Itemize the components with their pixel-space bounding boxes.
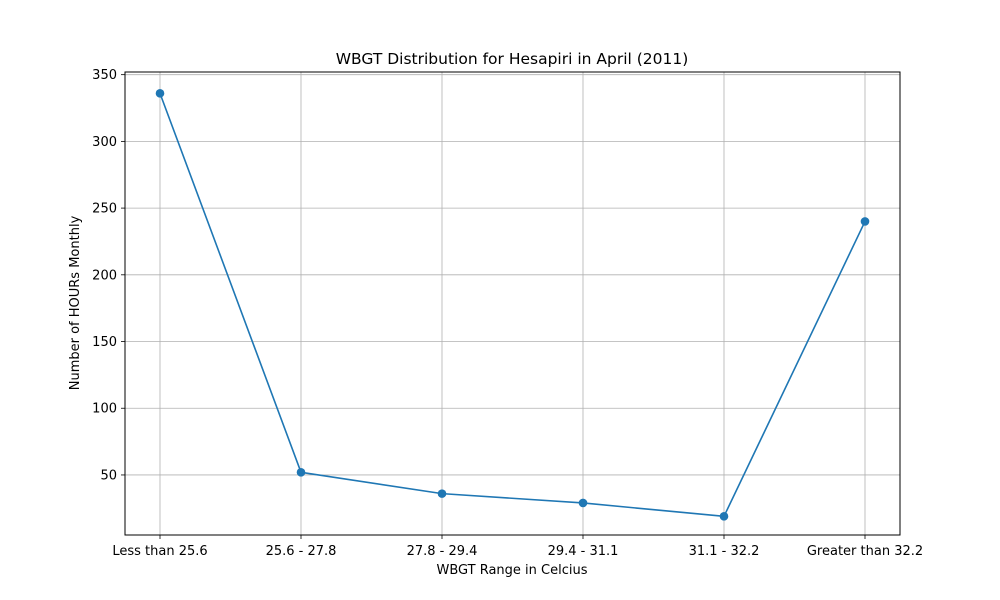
x-axis-title: WBGT Range in Celcius xyxy=(436,563,587,578)
data-point xyxy=(155,89,165,98)
data-point xyxy=(860,217,870,226)
x-tick-label: Less than 25.6 xyxy=(112,544,207,559)
axis-ticks: Less than 25.6 25.6 - 27.8 27.8 - 29.4 29.4… xyxy=(92,68,923,559)
y-axis-title: Number of HOURs Monthly xyxy=(68,215,83,390)
grid-lines xyxy=(125,72,900,535)
y-tick-label: 350 xyxy=(92,68,117,83)
chart-title: WBGT Distribution for Hesapiri in April … xyxy=(336,50,689,68)
data-point xyxy=(437,489,447,498)
data-point xyxy=(578,498,588,508)
y-tick-label: 50 xyxy=(100,468,117,483)
data-point xyxy=(296,467,306,477)
series-line xyxy=(159,93,866,518)
y-tick-label: 150 xyxy=(92,335,117,350)
x-tick-label: 31.1 - 32.2 xyxy=(689,544,760,559)
x-tick-label: Greater than 32.2 xyxy=(807,544,923,559)
data-point xyxy=(719,512,729,521)
series-layer xyxy=(155,89,870,521)
y-tick-label: 100 xyxy=(92,402,117,417)
x-tick-label: 27.8 - 29.4 xyxy=(407,544,478,559)
plot-area-frame xyxy=(124,71,901,536)
y-tick-label: 250 xyxy=(92,202,117,217)
y-tick-label: 200 xyxy=(92,268,117,283)
x-tick-label: 29.4 - 31.1 xyxy=(548,544,619,559)
x-tick-label: 25.6 - 27.8 xyxy=(266,544,337,559)
y-tick-label: 300 xyxy=(92,135,117,150)
